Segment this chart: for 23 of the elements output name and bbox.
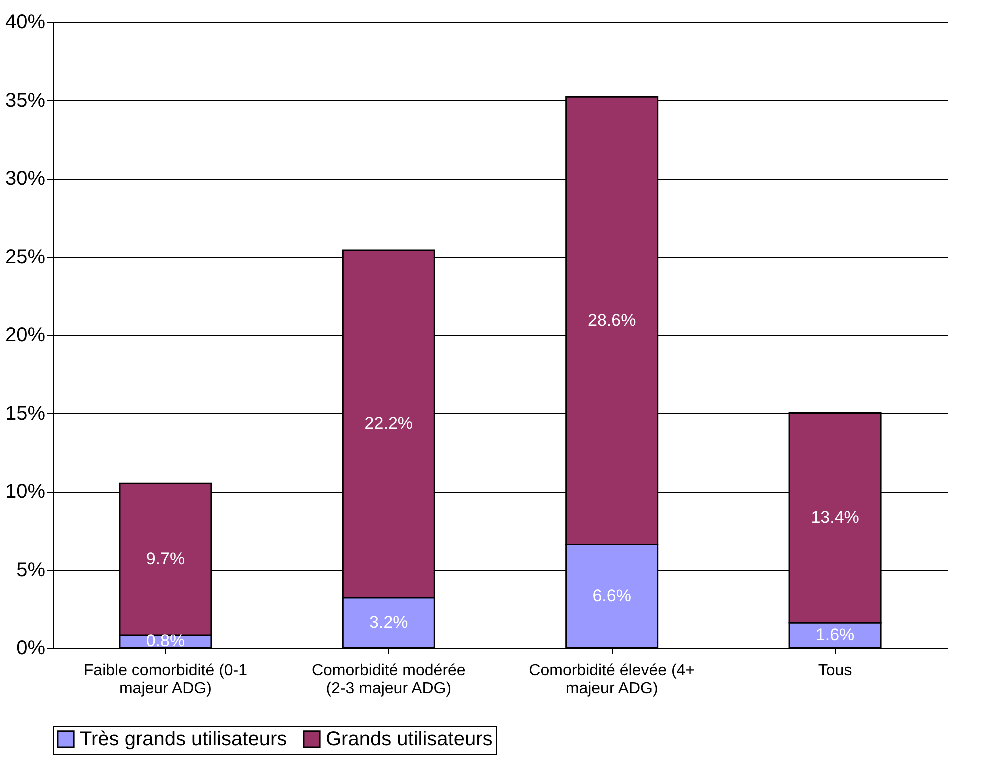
y-tick-label: 35% bbox=[5, 90, 46, 112]
legend-label: Grands utilisateurs bbox=[326, 728, 493, 750]
y-tick-label: 25% bbox=[5, 246, 46, 268]
x-tick-label: Comorbidité élevée (4+ majeur ADG) bbox=[529, 662, 696, 698]
y-tick-label: 20% bbox=[5, 324, 46, 346]
data-label: 13.4% bbox=[811, 508, 860, 528]
y-tick-label: 0% bbox=[16, 638, 46, 660]
y-tick-label: 30% bbox=[5, 168, 46, 190]
y-tick-label: 15% bbox=[5, 402, 46, 425]
data-label: 0.8% bbox=[146, 632, 186, 651]
y-tick-label: 40% bbox=[5, 12, 46, 34]
y-tick-label: 10% bbox=[5, 481, 46, 503]
data-label: 3.2% bbox=[370, 612, 408, 632]
data-label: 28.6% bbox=[588, 310, 636, 330]
data-label: 9.7% bbox=[146, 550, 186, 569]
data-label: 6.6% bbox=[592, 586, 632, 606]
x-tick-label: Comorbidité modérée (2-3 majeur ADG) bbox=[312, 662, 466, 698]
x-tick-label: Tous bbox=[818, 662, 852, 680]
legend-label: Très grands utilisateurs bbox=[80, 728, 288, 750]
x-tick-label: Faible comorbidité (0-1 majeur ADG) bbox=[84, 662, 248, 698]
data-label: 1.6% bbox=[816, 625, 855, 644]
y-tick-label: 5% bbox=[16, 559, 46, 582]
data-label: 22.2% bbox=[364, 414, 414, 434]
